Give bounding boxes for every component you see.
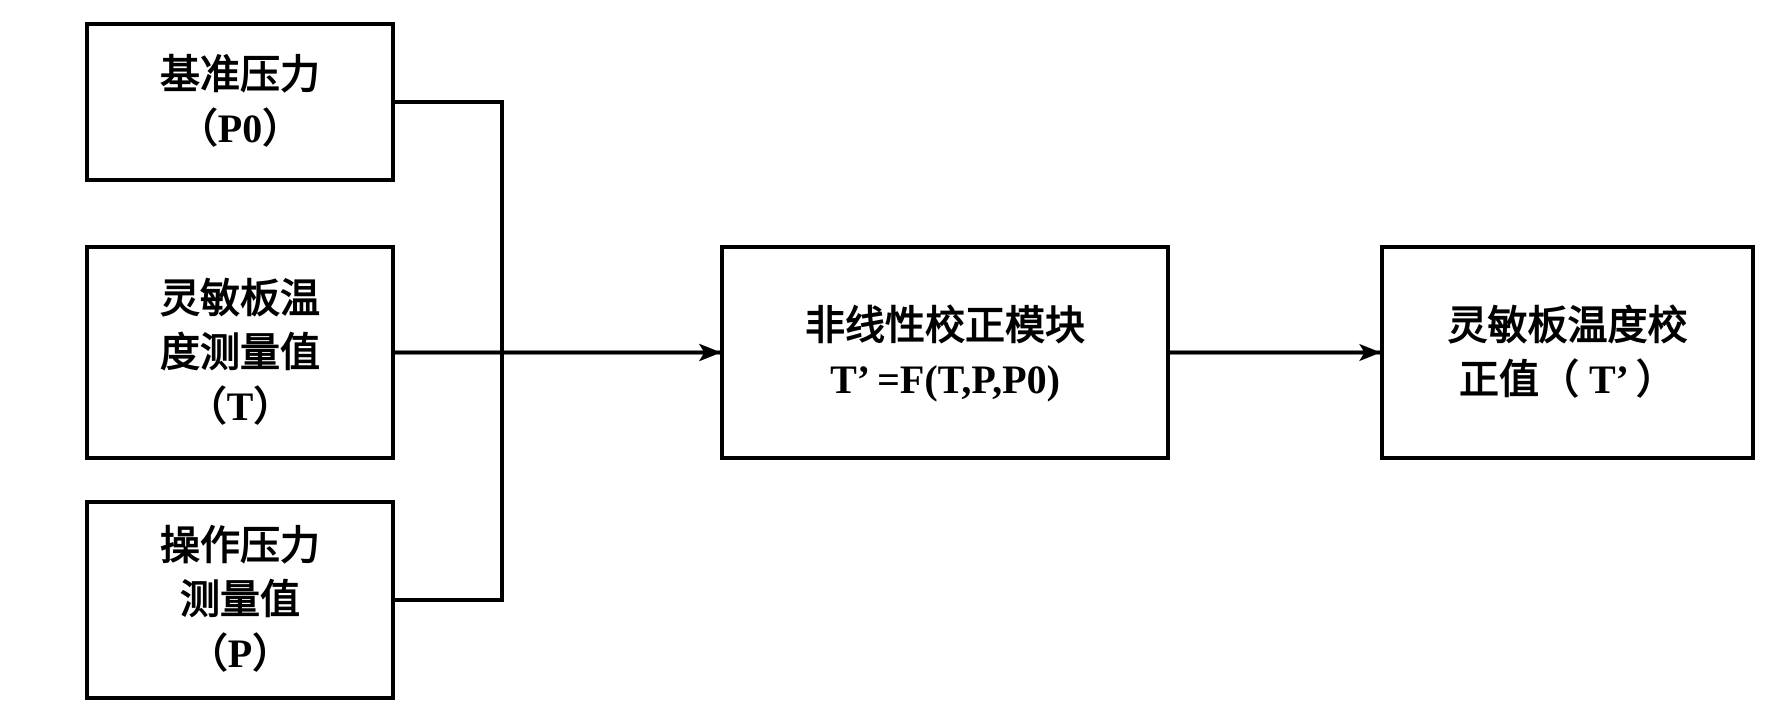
text-line: （T）	[187, 380, 294, 434]
output-node: 灵敏板温度校 正值（ T’ ）	[1380, 245, 1755, 460]
text-line: 正值（ T’ ）	[1459, 353, 1676, 407]
text-line: （P）	[188, 627, 292, 681]
text-line: 测量值	[180, 573, 300, 627]
input-node-t: 灵敏板温 度测量值 （T）	[85, 245, 395, 460]
text-line: 灵敏板温	[160, 272, 320, 326]
text-line: 非线性校正模块	[805, 299, 1085, 353]
text-line: 灵敏板温度校	[1448, 299, 1688, 353]
input-node-p: 操作压力 测量值 （P）	[85, 500, 395, 700]
module-node: 非线性校正模块 T’ =F(T,P,P0)	[720, 245, 1170, 460]
input-node-p0: 基准压力 （P0）	[85, 22, 395, 182]
text-line: T’ =F(T,P,P0)	[830, 353, 1060, 407]
text-line: 操作压力	[160, 519, 320, 573]
text-line: 度测量值	[160, 326, 320, 380]
text-line: （P0）	[178, 102, 302, 156]
text-line: 基准压力	[160, 48, 320, 102]
